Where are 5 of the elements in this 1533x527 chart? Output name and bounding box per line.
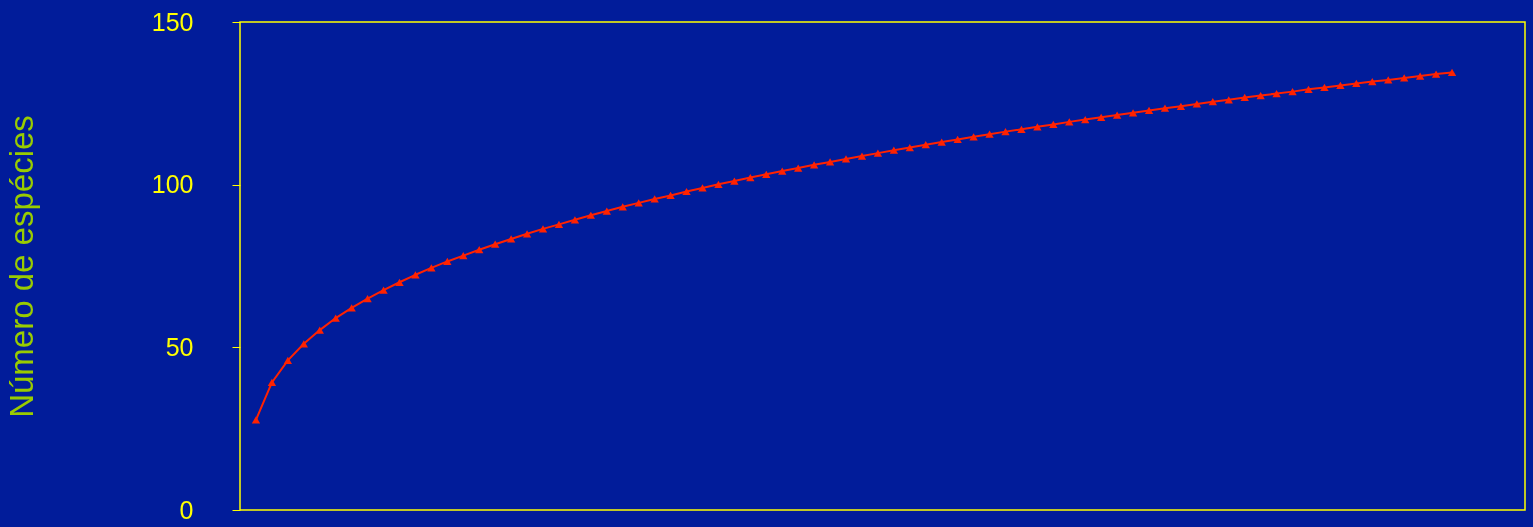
y-tick-label: 0: [179, 495, 194, 524]
y-axis-title: Número de espécies: [2, 115, 40, 418]
y-tick-label: 50: [165, 332, 194, 361]
y-tick-label: 150: [151, 7, 194, 36]
y-tick-label: 100: [151, 170, 194, 199]
